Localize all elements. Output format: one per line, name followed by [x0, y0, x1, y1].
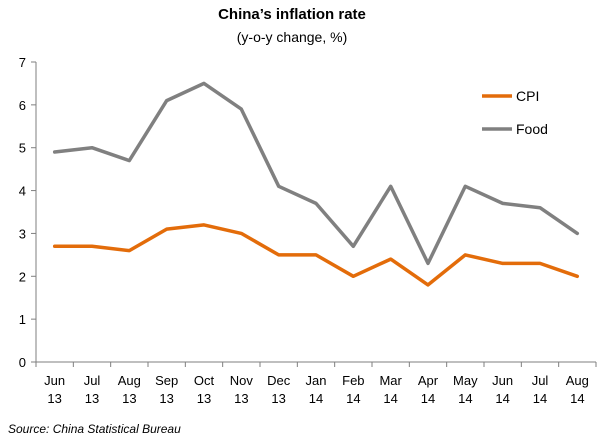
x-tick-label: 13	[197, 391, 211, 406]
y-tick-label: 3	[19, 226, 26, 241]
x-tick-label: Oct	[194, 373, 215, 388]
x-tick-label: 13	[159, 391, 173, 406]
x-tick-label: Nov	[230, 373, 254, 388]
y-tick-label: 2	[19, 269, 26, 284]
x-tick-label: Jul	[532, 373, 549, 388]
x-tick-label: 14	[458, 391, 472, 406]
x-tick-label: Sep	[155, 373, 178, 388]
x-tick-label: Aug	[566, 373, 589, 388]
x-tick-label: 14	[383, 391, 397, 406]
x-tick-label: 13	[122, 391, 136, 406]
x-tick-label: 14	[495, 391, 509, 406]
x-tick-label: Mar	[379, 373, 402, 388]
x-tick-label: May	[453, 373, 478, 388]
y-tick-label: 1	[19, 312, 26, 327]
chart-subtitle: (y-o-y change, %)	[237, 29, 347, 45]
legend: CPI Food	[482, 88, 548, 137]
x-tick-label: 13	[85, 391, 99, 406]
x-tick-label: Jun	[492, 373, 513, 388]
x-tick-label: Feb	[342, 373, 364, 388]
y-tick-label: 6	[19, 98, 26, 113]
x-tick-label: Jul	[84, 373, 101, 388]
legend-label-cpi: CPI	[516, 88, 539, 104]
x-tick-label: 14	[570, 391, 584, 406]
series-layer	[52, 81, 580, 287]
y-tick-label: 4	[19, 184, 26, 199]
legend-label-food: Food	[516, 121, 548, 137]
x-tick-label: 14	[421, 391, 435, 406]
x-tick-label: 13	[234, 391, 248, 406]
y-tick-label: 5	[19, 141, 26, 156]
x-tick-label: Dec	[267, 373, 291, 388]
y-tick-label: 7	[19, 55, 26, 70]
y-axis-ticks: 0 1 2 3 4 5 6 7	[19, 55, 36, 370]
x-tick-label: 14	[533, 391, 547, 406]
x-tick-label: Jan	[306, 373, 327, 388]
chart-title: China’s inflation rate	[218, 6, 366, 23]
x-tick-label: 13	[271, 391, 285, 406]
x-tick-label: Aug	[118, 373, 141, 388]
x-tick-label: Apr	[418, 373, 439, 388]
series-line-food	[52, 81, 580, 266]
x-tick-label: 14	[346, 391, 360, 406]
y-tick-label: 0	[19, 355, 26, 370]
x-tick-label: Jun	[44, 373, 65, 388]
x-axis-ticks: Jun 13 Jul 13 Aug 13 Sep 13 Oct 13 Nov 13 Dec 13 Jan 14…	[35, 362, 597, 406]
x-tick-label: 14	[309, 391, 323, 406]
x-tick-label: 13	[47, 391, 61, 406]
source-note: Source: China Statistical Bureau	[8, 422, 181, 436]
